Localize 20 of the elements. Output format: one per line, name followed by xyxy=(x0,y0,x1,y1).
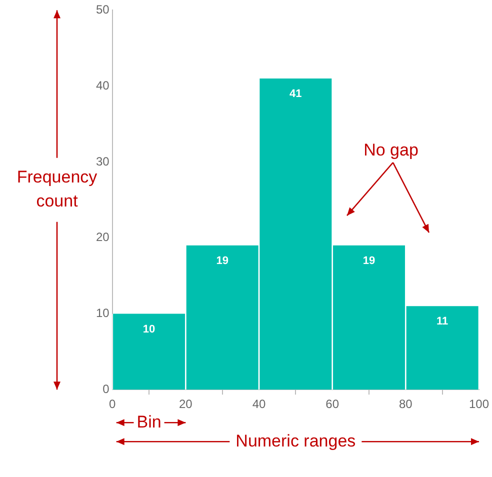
text: Bin xyxy=(136,412,162,432)
x-tick-label: 60 xyxy=(326,397,340,412)
y-tick-label: 10 xyxy=(96,306,110,320)
data-label: 10 xyxy=(142,323,156,336)
y-tick-label: 0 xyxy=(102,382,110,396)
data-label: 19 xyxy=(362,254,376,267)
x-tick-label: 40 xyxy=(252,397,266,412)
data-label: 11 xyxy=(436,316,448,328)
x-tick-label: 80 xyxy=(398,397,413,412)
x-axis-title: Numeric ranges xyxy=(236,431,356,450)
data-label: 19 xyxy=(216,254,228,267)
y-tick-label: 30 xyxy=(96,154,110,168)
y-axis-title: Frequency count xyxy=(16,168,98,211)
x-tick-label: 100 xyxy=(468,397,490,412)
y-tick-label: 50 xyxy=(96,2,110,17)
data-label: 41 xyxy=(290,88,302,100)
annotation: No gap xyxy=(364,140,418,160)
y-tick-label: 40 xyxy=(96,78,110,92)
x-tick-label: 20 xyxy=(178,397,193,412)
y-tick-label: 20 xyxy=(96,230,110,244)
